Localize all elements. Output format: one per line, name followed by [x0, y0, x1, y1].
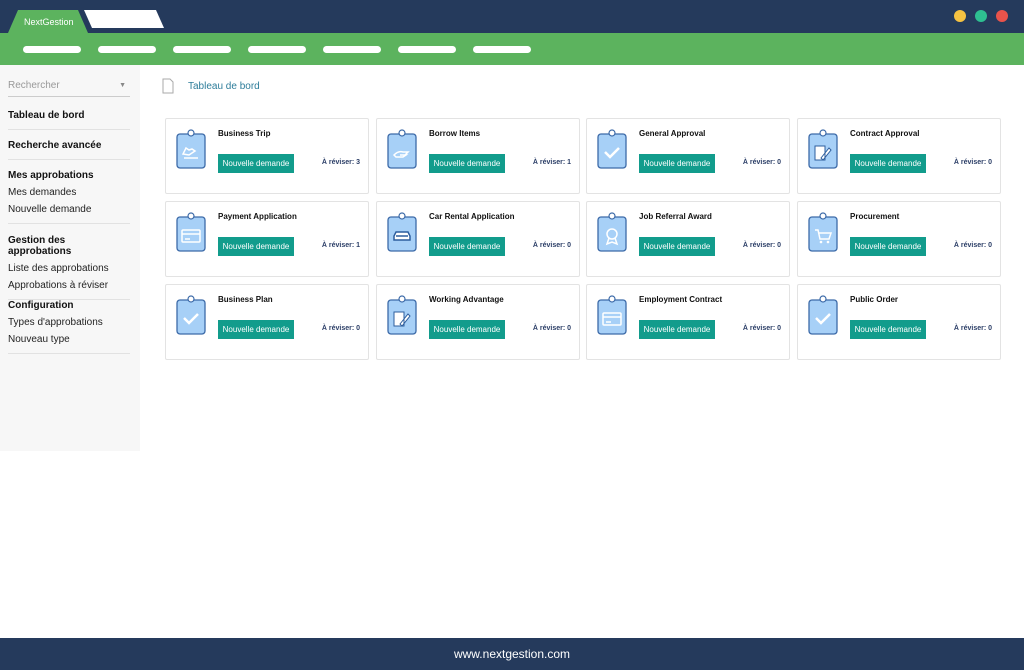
nav-menu-item[interactable]	[173, 46, 231, 53]
new-request-button[interactable]: Nouvelle demande	[639, 154, 715, 173]
approval-type-card: Borrow Items Nouvelle demande À réviser:…	[376, 118, 580, 194]
check-clipboard-icon	[176, 295, 206, 335]
sidebar-heading[interactable]: Gestion des approbations	[8, 235, 72, 257]
pen-clipboard-icon	[387, 295, 417, 335]
review-count[interactable]: À réviser: 0	[742, 325, 781, 332]
sidebar-section: Tableau de bord	[8, 110, 130, 130]
card-title: Borrow Items	[429, 129, 481, 138]
sidebar-section: Gestion des approbations Liste des approb…	[8, 235, 130, 300]
sidebar-heading[interactable]: Tableau de bord	[8, 110, 85, 121]
minimize-button[interactable]	[954, 10, 966, 22]
breadcrumb-current[interactable]: Tableau de bord	[188, 80, 260, 92]
chevron-down-icon: ▼	[119, 82, 126, 89]
check-clipboard-icon	[597, 129, 627, 169]
tab-nextgestion[interactable]: NextGestion	[8, 10, 88, 33]
review-count[interactable]: À réviser: 1	[321, 242, 360, 249]
new-request-button[interactable]: Nouvelle demande	[429, 154, 505, 173]
review-count[interactable]: À réviser: 0	[742, 159, 781, 166]
approval-type-card: Contract Approval Nouvelle demande À rév…	[797, 118, 1001, 194]
sidebar-heading[interactable]: Mes approbations	[8, 170, 94, 181]
sidebar-item[interactable]: Mes demandes	[8, 187, 77, 198]
search-input[interactable]: Rechercher ▼	[8, 79, 130, 97]
search-placeholder: Rechercher	[8, 80, 60, 91]
title-bar	[0, 0, 1024, 33]
card-title: Public Order	[850, 295, 899, 304]
approval-type-card: Business Plan Nouvelle demande À réviser…	[165, 284, 369, 360]
approval-type-card: Payment Application Nouvelle demande À r…	[165, 201, 369, 277]
car-clipboard-icon	[387, 212, 417, 252]
nav-menu-item[interactable]	[473, 46, 531, 53]
nav-menu-item[interactable]	[323, 46, 381, 53]
approval-type-card: Business Trip Nouvelle demande À réviser…	[165, 118, 369, 194]
nav-menu-item[interactable]	[23, 46, 81, 53]
card-title: General Approval	[639, 129, 706, 138]
review-count[interactable]: À réviser: 0	[532, 242, 571, 249]
cart-clipboard-icon	[808, 212, 838, 252]
review-count[interactable]: À réviser: 0	[953, 159, 992, 166]
card-clipboard-icon	[176, 212, 206, 252]
card-title: Job Referral Award	[639, 212, 712, 221]
approval-type-card: Public Order Nouvelle demande À réviser:…	[797, 284, 1001, 360]
card-title: Employment Contract	[639, 295, 723, 304]
sidebar-item[interactable]: Types d'approbations	[8, 317, 103, 328]
close-button[interactable]	[996, 10, 1008, 22]
review-count[interactable]: À réviser: 0	[321, 325, 360, 332]
new-request-button[interactable]: Nouvelle demande	[850, 237, 926, 256]
sidebar-heading[interactable]: Recherche avancée	[8, 140, 102, 151]
new-request-button[interactable]: Nouvelle demande	[429, 237, 505, 256]
approval-type-card: Working Advantage Nouvelle demande À rév…	[376, 284, 580, 360]
card-title: Business Trip	[218, 129, 271, 138]
new-request-button[interactable]: Nouvelle demande	[850, 320, 926, 339]
review-count[interactable]: À réviser: 1	[532, 159, 571, 166]
pen-clipboard-icon	[808, 129, 838, 169]
new-request-button[interactable]: Nouvelle demande	[850, 154, 926, 173]
card-title: Contract Approval	[850, 129, 920, 138]
sidebar-section: Recherche avancée	[8, 140, 130, 160]
sidebar-item[interactable]: Approbations à réviser	[8, 280, 109, 291]
new-request-button[interactable]: Nouvelle demande	[218, 237, 294, 256]
sidebar-section: Configuration Types d'approbations Nouveau…	[8, 300, 130, 354]
sidebar-item[interactable]: Nouveau type	[8, 334, 70, 345]
review-count[interactable]: À réviser: 0	[532, 325, 571, 332]
review-count[interactable]: À réviser: 3	[321, 159, 360, 166]
sidebar-heading[interactable]: Configuration	[8, 300, 74, 311]
approval-type-card: Procurement Nouvelle demande À réviser: …	[797, 201, 1001, 277]
check-clipboard-icon	[808, 295, 838, 335]
review-count[interactable]: À réviser: 0	[742, 242, 781, 249]
approval-type-card: Car Rental Application Nouvelle demande …	[376, 201, 580, 277]
card-clipboard-icon	[597, 295, 627, 335]
hand-clipboard-icon	[387, 129, 417, 169]
nav-menu-item[interactable]	[398, 46, 456, 53]
new-request-button[interactable]: Nouvelle demande	[639, 320, 715, 339]
new-request-button[interactable]: Nouvelle demande	[218, 320, 294, 339]
new-request-button[interactable]: Nouvelle demande	[429, 320, 505, 339]
approval-type-card: Employment Contract Nouvelle demande À r…	[586, 284, 790, 360]
plane-clipboard-icon	[176, 129, 206, 169]
card-title: Business Plan	[218, 295, 273, 304]
new-request-button[interactable]: Nouvelle demande	[218, 154, 294, 173]
maximize-button[interactable]	[975, 10, 987, 22]
card-title: Working Advantage	[429, 295, 504, 304]
card-title: Car Rental Application	[429, 212, 515, 221]
tab-new[interactable]	[84, 10, 164, 28]
approval-type-card: Job Referral Award Nouvelle demande À ré…	[586, 201, 790, 277]
document-icon	[162, 78, 174, 94]
review-count[interactable]: À réviser: 0	[953, 242, 992, 249]
award-clipboard-icon	[597, 212, 627, 252]
sidebar-item[interactable]: Nouvelle demande	[8, 204, 92, 215]
card-title: Payment Application	[218, 212, 297, 221]
nav-menu-item[interactable]	[98, 46, 156, 53]
breadcrumb: Tableau de bord	[162, 78, 260, 94]
review-count[interactable]: À réviser: 0	[953, 325, 992, 332]
approval-type-card: General Approval Nouvelle demande À révi…	[586, 118, 790, 194]
new-request-button[interactable]: Nouvelle demande	[639, 237, 715, 256]
sidebar-section: Mes approbations Mes demandes Nouvelle dem…	[8, 170, 130, 224]
footer: www.nextgestion.com	[0, 638, 1024, 670]
nav-menu-item[interactable]	[248, 46, 306, 53]
sidebar: Rechercher ▼ Tableau de bord Recherche ava…	[0, 65, 140, 451]
card-title: Procurement	[850, 212, 900, 221]
sidebar-item[interactable]: Liste des approbations	[8, 263, 109, 274]
